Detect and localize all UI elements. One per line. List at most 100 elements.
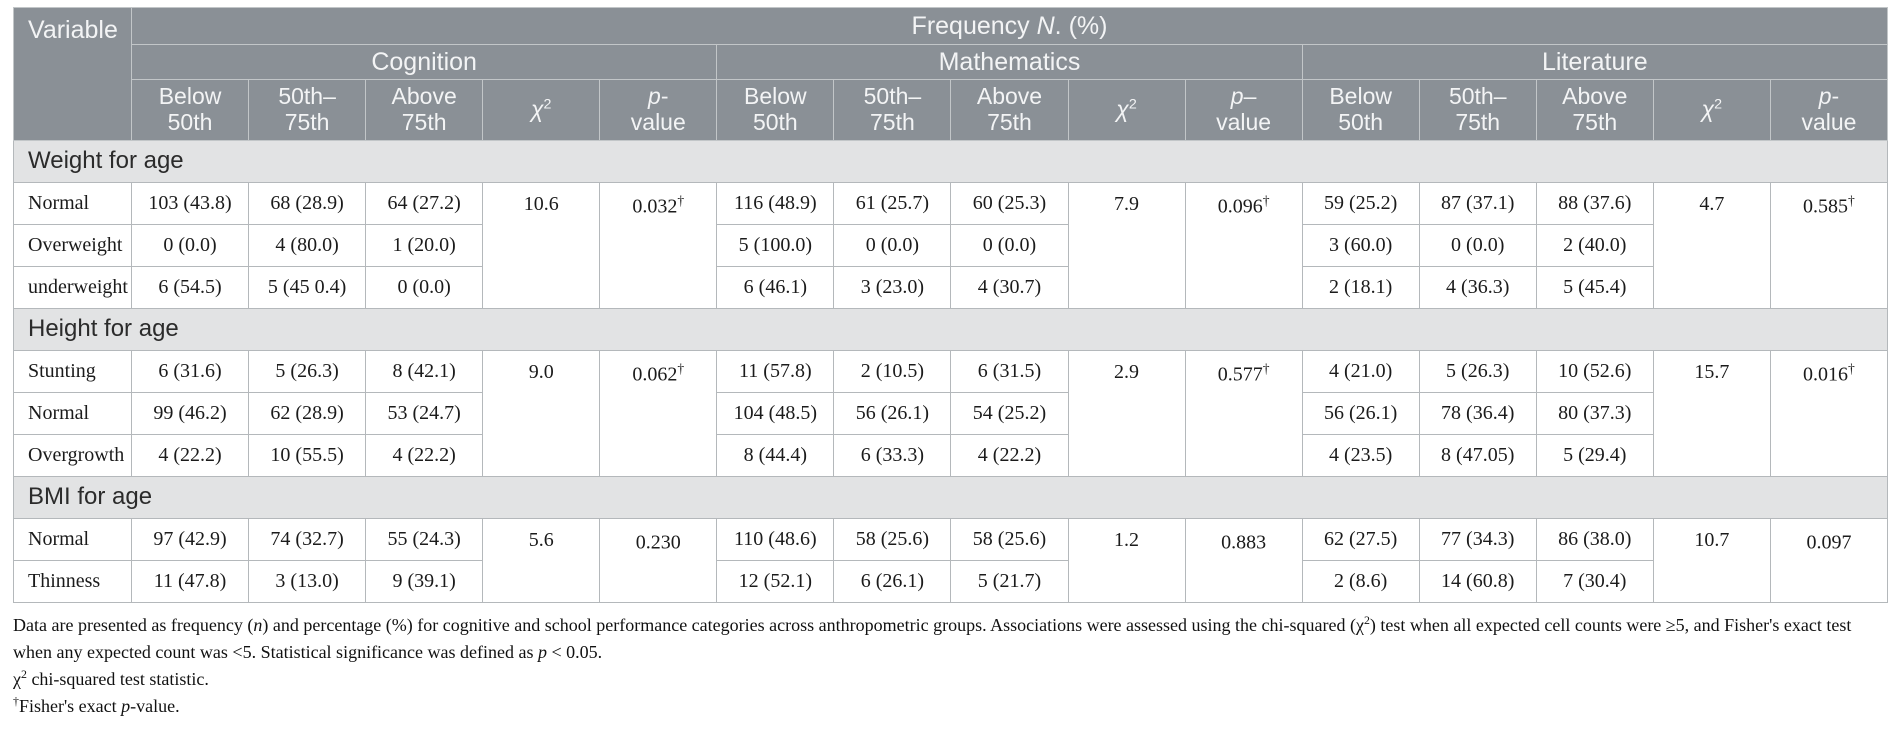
table-cell: 10 (52.6) — [1535, 349, 1654, 393]
chi-square-cell: 9.0 — [482, 349, 601, 477]
p-value-cell: 0.585† — [1769, 181, 1889, 309]
table-cell: 3 (60.0) — [1301, 223, 1420, 267]
table-row: Overweight 0 (0.0) 4 (80.0) 1 (20.0) 5 (… — [13, 223, 1888, 267]
table-cell: 97 (42.9) — [130, 517, 250, 561]
p-value-cell: 0.062† — [599, 349, 718, 477]
table-cell: 2 (8.6) — [1301, 559, 1420, 603]
subheader-mathematics-p-value: p– value — [1184, 79, 1303, 141]
p-value-cell: 0.096† — [1184, 181, 1303, 309]
row-label: Thinness — [13, 559, 132, 603]
table-cell: 6 (31.5) — [950, 349, 1069, 393]
table-cell: 0 (0.0) — [130, 223, 250, 267]
chi-square-cell: 15.7 — [1652, 349, 1771, 477]
row-label: Overweight — [13, 223, 132, 267]
table-cell: 55 (24.3) — [365, 517, 484, 561]
row-label: Stunting — [13, 349, 132, 393]
chi-square-cell: 4.7 — [1652, 181, 1771, 309]
table-cell: 8 (47.05) — [1418, 433, 1537, 477]
subheader-literature-above-75th: Above 75th — [1535, 79, 1654, 141]
chi-square-cell: 7.9 — [1067, 181, 1186, 309]
table-cell: 6 (33.3) — [833, 433, 952, 477]
table-cell: 2 (40.0) — [1535, 223, 1654, 267]
p-value-cell: 0.097 — [1769, 517, 1889, 603]
chi-square-cell: 10.6 — [482, 181, 601, 309]
table-cell: 80 (37.3) — [1535, 391, 1654, 435]
table-row: Normal 99 (46.2) 62 (28.9) 53 (24.7) 104… — [13, 391, 1888, 435]
chi-square-cell: 10.7 — [1652, 517, 1771, 603]
header-row-subheaders: Below 50th 50th– 75th Above 75th χ2 p-value… — [14, 79, 1889, 141]
table-cell: 0 (0.0) — [950, 223, 1069, 267]
table-cell: 103 (43.8) — [130, 181, 250, 225]
table-row: underweight 6 (54.5) 5 (45 0.4) 0 (0.0) … — [13, 265, 1888, 309]
table-cell: 99 (46.2) — [130, 391, 250, 435]
footnote-chi-square: χ2 chi-squared test statistic. — [13, 666, 209, 689]
table-cell: 5 (45.4) — [1535, 265, 1654, 309]
table-footnotes: Data are presented as frequency (n) and … — [13, 612, 1888, 720]
subheader-mathematics-below-50th: Below 50th — [716, 79, 835, 141]
table-cell: 10 (55.5) — [248, 433, 367, 477]
table-cell: 1 (20.0) — [365, 223, 484, 267]
table-cell: 88 (37.6) — [1535, 181, 1654, 225]
table-cell: 5 (29.4) — [1535, 433, 1654, 477]
col-header-frequency: Frequency N. (%) — [131, 7, 1888, 45]
table-cell: 64 (27.2) — [365, 181, 484, 225]
table-cell: 6 (54.5) — [130, 265, 250, 309]
table-cell: 7 (30.4) — [1535, 559, 1654, 603]
table-cell: 4 (30.7) — [950, 265, 1069, 309]
table-cell: 4 (22.2) — [130, 433, 250, 477]
chi-square-cell: 1.2 — [1067, 517, 1186, 603]
table-cell: 58 (25.6) — [833, 517, 952, 561]
table-cell: 59 (25.2) — [1301, 181, 1420, 225]
table-cell: 11 (47.8) — [130, 559, 250, 603]
table-cell: 54 (25.2) — [950, 391, 1069, 435]
table-cell: 0 (0.0) — [833, 223, 952, 267]
table-cell: 5 (100.0) — [716, 223, 835, 267]
table-row: Normal 97 (42.9) 74 (32.7) 55 (24.3) 5.6… — [13, 517, 1889, 603]
subheader-cognition-below-50th: Below 50th — [130, 79, 250, 141]
table-cell: 116 (48.9) — [716, 181, 835, 225]
table-cell: 104 (48.5) — [716, 391, 835, 435]
table-cell: 3 (23.0) — [833, 265, 952, 309]
p-value-cell: 0.032† — [599, 181, 718, 309]
table-cell: 2 (18.1) — [1301, 265, 1420, 309]
table-cell: 4 (80.0) — [248, 223, 367, 267]
group-header-literature: Literature — [1301, 44, 1889, 80]
results-table: Variable Frequency N. (%) Cognition Math… — [13, 7, 1889, 603]
table-cell: 3 (13.0) — [248, 559, 367, 603]
table-cell: 5 (26.3) — [1418, 349, 1537, 393]
row-label: underweight — [13, 265, 132, 309]
subheader-cognition-above-75th: Above 75th — [365, 79, 484, 141]
header-row-groups: Cognition Mathematics Literature — [14, 44, 1889, 80]
table-cell: 12 (52.1) — [716, 559, 835, 603]
section-title: Weight for age — [13, 139, 1888, 183]
section-title: BMI for age — [13, 475, 1888, 519]
table-cell: 74 (32.7) — [248, 517, 367, 561]
chi-square-cell: 2.9 — [1067, 349, 1186, 477]
table-cell: 5 (21.7) — [950, 559, 1069, 603]
p-value-cell: 0.577† — [1184, 349, 1303, 477]
table-cell: 77 (34.3) — [1418, 517, 1537, 561]
section-row-weight: Weight for age — [13, 139, 1888, 183]
table-cell: 78 (36.4) — [1418, 391, 1537, 435]
header-row-frequency: Variable Frequency N. (%) — [13, 7, 1888, 141]
table-row: Thinness 11 (47.8) 3 (13.0) 9 (39.1) 12 … — [13, 559, 1888, 603]
table-cell: 9 (39.1) — [365, 559, 484, 603]
table-cell: 62 (28.9) — [248, 391, 367, 435]
table-cell: 6 (31.6) — [130, 349, 250, 393]
table-cell: 6 (26.1) — [833, 559, 952, 603]
row-label: Normal — [13, 517, 132, 561]
footnote-fisher: †Fisher's exact p-value. — [13, 693, 180, 716]
subheader-mathematics-above-75th: Above 75th — [950, 79, 1069, 141]
subheader-cognition-p-value: p-value — [599, 79, 718, 141]
table-cell: 60 (25.3) — [950, 181, 1069, 225]
table-cell: 4 (23.5) — [1301, 433, 1420, 477]
table-cell: 0 (0.0) — [1418, 223, 1537, 267]
subheader-mathematics-50th-75th: 50th– 75th — [833, 79, 952, 141]
table-cell: 5 (45 0.4) — [248, 265, 367, 309]
table-cell: 2 (10.5) — [833, 349, 952, 393]
table-row: Overgrowth 4 (22.2) 10 (55.5) 4 (22.2) 8… — [13, 433, 1888, 477]
table-cell: 62 (27.5) — [1301, 517, 1420, 561]
table-cell: 4 (22.2) — [950, 433, 1069, 477]
p-value-cell: 0.016† — [1769, 349, 1889, 477]
